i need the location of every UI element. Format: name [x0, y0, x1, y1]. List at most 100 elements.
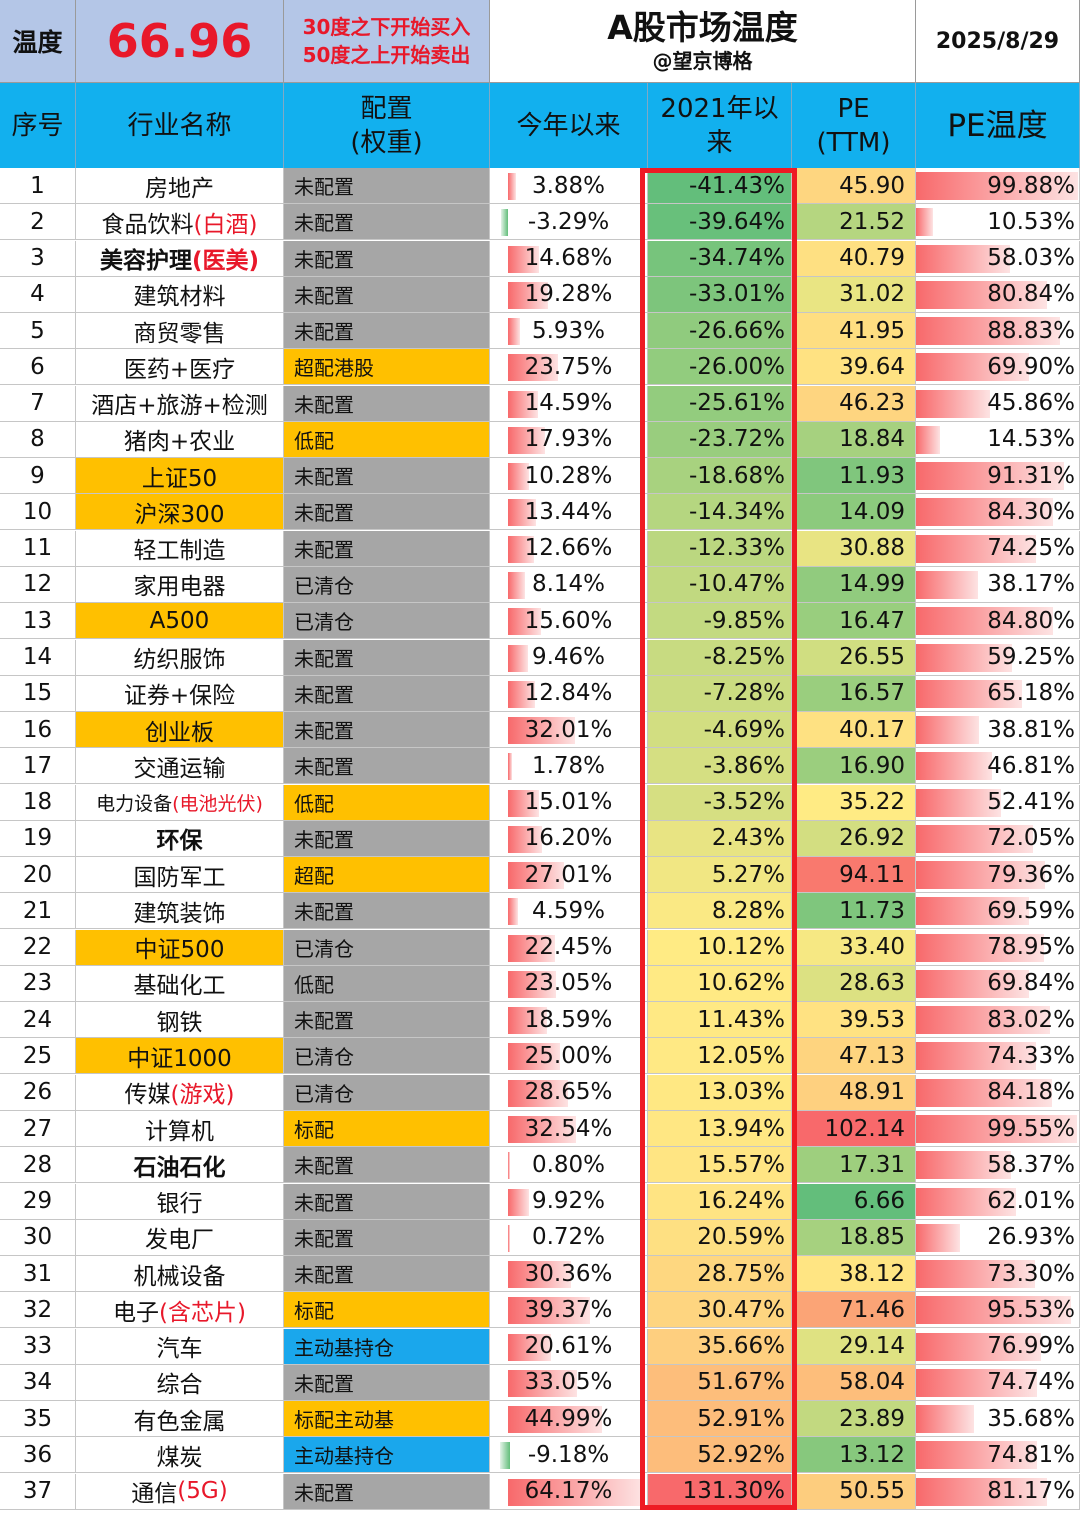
pe-temp-data-bar — [916, 462, 1064, 491]
ytd-data-bar — [508, 318, 521, 346]
row-since-2021: 2.43% — [648, 820, 792, 857]
row-industry-name: 交通运输 — [76, 748, 284, 785]
pe-temp-data-bar — [916, 389, 991, 418]
row-since-2021: 30.47% — [648, 1292, 792, 1329]
industry-name-text: 证券+保险 — [123, 683, 236, 710]
table-row: 8 猪肉+农业 低配 17.93% -23.72% 18.84 14.53% — [0, 421, 1080, 458]
row-seq: 35 — [0, 1401, 76, 1438]
industry-name-text: 纺织服饰 — [133, 647, 226, 673]
industry-name-text: 酒店+旅游+检测 — [91, 393, 268, 420]
row-industry-name: 创业板 — [76, 712, 284, 749]
row-industry-name: 医药+医疗 — [76, 349, 284, 386]
ytd-value: 9.92% — [531, 1188, 606, 1215]
ytd-data-bar — [508, 1188, 529, 1216]
row-pe-ttm: 18.84 — [792, 421, 916, 458]
ytd-value: 4.59% — [531, 897, 606, 924]
ytd-value: 5.93% — [531, 317, 606, 344]
pe-temp-value: 45.86% — [987, 390, 1075, 417]
row-ytd: 14.68% — [490, 240, 648, 277]
pe-temp-value: 65.18% — [987, 680, 1075, 707]
ytd-data-bar — [508, 898, 518, 926]
row-seq: 31 — [0, 1256, 76, 1293]
row-pe-ttm: 23.89 — [792, 1401, 916, 1438]
row-pe-temperature: 38.81% — [916, 712, 1080, 749]
row-pe-ttm: 11.73 — [792, 893, 916, 930]
row-config: 低配 — [284, 421, 490, 458]
row-pe-ttm: 16.47 — [792, 603, 916, 640]
ytd-data-bar — [508, 934, 555, 962]
row-config: 未配置 — [284, 385, 490, 422]
ytd-data-bar — [508, 1478, 642, 1506]
row-pe-ttm: 18.85 — [792, 1219, 916, 1256]
industry-name-text: 基础化工 — [133, 973, 226, 1000]
industry-name-text: 中证1000 — [127, 1045, 232, 1072]
ytd-value: 15.01% — [524, 789, 613, 816]
ytd-value: 20.61% — [524, 1333, 613, 1360]
row-config: 未配置 — [284, 458, 490, 495]
pe-temp-value: 74.81% — [987, 1441, 1075, 1468]
row-pe-temperature: 78.95% — [916, 929, 1080, 966]
industry-name-text: 有色金属 — [133, 1408, 226, 1435]
row-ytd: 19.28% — [490, 276, 648, 313]
pe-temp-data-bar — [916, 534, 1037, 563]
row-pe-ttm: 14.99 — [792, 566, 916, 603]
table-row: 11 轻工制造 未配置 12.66% -12.33% 30.88 74.25% — [0, 530, 1080, 567]
pe-temp-data-bar — [916, 1187, 1017, 1216]
row-pe-temperature: 99.88% — [916, 168, 1080, 204]
industry-name-text: 沪深300 — [134, 501, 225, 528]
row-pe-temperature: 69.59% — [916, 893, 1080, 930]
pe-temp-data-bar — [916, 1368, 1038, 1397]
table-row: 7 酒店+旅游+检测 未配置 14.59% -25.61% 46.23 45.86% — [0, 385, 1080, 422]
row-config: 未配置 — [284, 1473, 490, 1510]
page-title: A股市场温度 — [607, 8, 798, 47]
row-since-2021: -26.66% — [648, 313, 792, 350]
row-ytd: 27.01% — [490, 857, 648, 894]
table-row: 19 环保 未配置 16.20% 2.43% 26.92 72.05% — [0, 820, 1080, 857]
pe-temp-data-bar — [916, 824, 1033, 853]
row-pe-ttm: 31.02 — [792, 276, 916, 313]
row-since-2021: 28.75% — [648, 1256, 792, 1293]
industry-name-note: (医美) — [191, 248, 260, 275]
row-pe-ttm: 33.40 — [792, 929, 916, 966]
row-industry-name: 煤炭 — [76, 1437, 284, 1474]
ytd-value: 25.00% — [524, 1042, 613, 1069]
industry-name-text: 交通运输 — [133, 755, 226, 782]
ytd-value: 0.72% — [531, 1224, 606, 1251]
column-header-row: 序号 行业名称 配置 (权重) 今年以来 2021年以来 PE (TTM) PE温度 — [0, 83, 1080, 168]
industry-name-text: 医药+医疗 — [123, 356, 236, 383]
row-pe-temperature: 84.30% — [916, 494, 1080, 531]
ytd-data-bar — [508, 571, 525, 599]
ytd-data-bar — [508, 753, 512, 781]
row-pe-ttm: 41.95 — [792, 313, 916, 350]
row-ytd: 5.93% — [490, 313, 648, 350]
row-since-2021: 10.62% — [648, 965, 792, 1002]
row-industry-name: 美容护理 (医美) — [76, 240, 284, 277]
industry-name-note: (电池光伏) — [172, 792, 263, 815]
table-row: 28 石油石化 未配置 0.80% 15.57% 17.31 58.37% — [0, 1147, 1080, 1184]
row-pe-temperature: 46.81% — [916, 748, 1080, 785]
row-config: 未配置 — [284, 240, 490, 277]
row-pe-temperature: 76.99% — [916, 1328, 1080, 1365]
table-row: 30 发电厂 未配置 0.72% 20.59% 18.85 26.93% — [0, 1219, 1080, 1256]
row-pe-ttm: 40.17 — [792, 712, 916, 749]
row-seq: 33 — [0, 1328, 76, 1365]
ytd-value: 18.59% — [524, 1006, 613, 1033]
row-pe-ttm: 39.53 — [792, 1002, 916, 1039]
pe-temp-value: 83.02% — [987, 1006, 1075, 1033]
row-industry-name: 银行 — [76, 1183, 284, 1220]
ytd-value: 32.01% — [524, 716, 613, 743]
row-since-2021: -3.86% — [648, 748, 792, 785]
row-config: 未配置 — [284, 1219, 490, 1256]
row-pe-temperature: 58.37% — [916, 1147, 1080, 1184]
row-pe-ttm: 102.14 — [792, 1111, 916, 1148]
ytd-data-bar — [508, 1297, 591, 1325]
ytd-data-bar — [508, 499, 537, 527]
ytd-data-bar — [508, 1116, 576, 1144]
row-since-2021: -14.34% — [648, 494, 792, 531]
row-industry-name: 基础化工 — [76, 965, 284, 1002]
industry-name-text: 银行 — [156, 1191, 203, 1218]
industry-name-text: 房地产 — [145, 175, 214, 202]
table-row: 5 商贸零售 未配置 5.93% -26.66% 41.95 88.83% — [0, 313, 1080, 350]
row-industry-name: 传媒 (游戏) — [76, 1074, 284, 1111]
row-since-2021: 13.03% — [648, 1074, 792, 1111]
